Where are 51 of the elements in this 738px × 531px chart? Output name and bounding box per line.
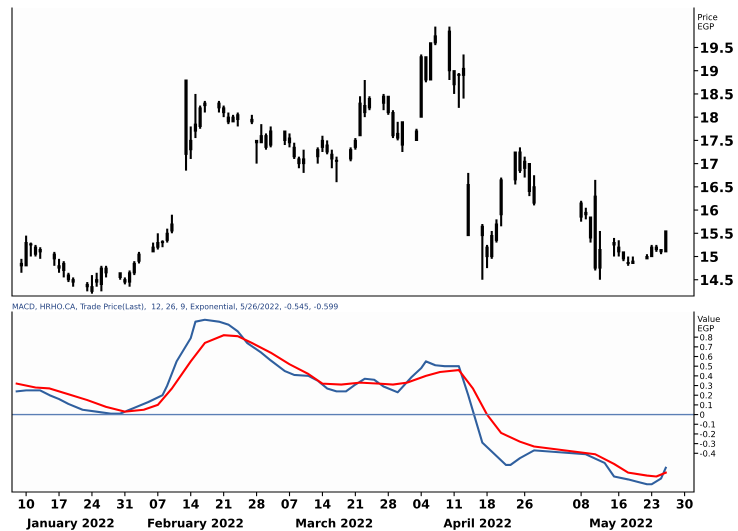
y-axis-title: Value EGP bbox=[697, 316, 720, 332]
x-tick-label: 17 bbox=[52, 499, 67, 508]
x-tick-label: 07 bbox=[281, 499, 298, 509]
x-tick-label: 08 bbox=[573, 499, 590, 509]
x-tick-label: 14 bbox=[315, 499, 331, 508]
y-tick-label: 17.5 bbox=[701, 136, 733, 146]
x-tick-label: 07 bbox=[150, 499, 166, 509]
y-tick-label: 14.5 bbox=[701, 274, 733, 286]
y-tick-label: 0.6 bbox=[700, 353, 712, 360]
y-tick-label: 18.5 bbox=[701, 88, 733, 100]
y-tick-label: 18 bbox=[701, 112, 718, 123]
y-tick-label: -0.2 bbox=[700, 430, 715, 438]
y-tick-label: -0.4 bbox=[700, 450, 716, 457]
y-tick-label: 0.2 bbox=[700, 392, 712, 399]
y-tick-label: 19 bbox=[701, 66, 718, 76]
y-tick-label: 16 bbox=[701, 205, 718, 216]
y-tick-label: 0.7 bbox=[700, 344, 712, 350]
x-tick-label: 28 bbox=[380, 499, 396, 509]
y-tick-label: 0.4 bbox=[700, 372, 712, 380]
y-tick-label: 15 bbox=[701, 252, 718, 262]
y-tick-label: 19.5 bbox=[701, 42, 733, 53]
x-tick-label: 24 bbox=[84, 499, 100, 508]
x-tick-label: 21 bbox=[216, 499, 232, 508]
y-tick-label: 16.5 bbox=[701, 182, 733, 192]
text: February 2022 bbox=[148, 518, 243, 530]
y-axis-title: Price EGP bbox=[698, 14, 718, 30]
x-tick-label: 21 bbox=[348, 499, 364, 508]
x-tick-label: 28 bbox=[248, 499, 264, 509]
y-tick-label: 15.5 bbox=[701, 228, 733, 239]
y-tick-label: -0.3 bbox=[700, 440, 716, 447]
x-tick-label: 31 bbox=[117, 499, 133, 509]
text: January 2022 bbox=[26, 518, 114, 530]
x-tick-label: 30 bbox=[676, 499, 693, 509]
x-tick-label: 04 bbox=[413, 499, 430, 509]
x-tick-label: 16 bbox=[611, 499, 627, 509]
text: April 2022 bbox=[443, 518, 511, 530]
y-tick-label: 0.3 bbox=[700, 382, 712, 389]
y-tick-label: 0 bbox=[700, 412, 704, 418]
y-tick-label: 0.8 bbox=[700, 334, 712, 340]
x-tick-label: 18 bbox=[480, 499, 495, 509]
x-tick-label: 11 bbox=[446, 499, 462, 508]
y-tick-label: -0.1 bbox=[700, 421, 716, 428]
x-tick-label: 23 bbox=[644, 499, 660, 509]
y-tick-label: 0.5 bbox=[700, 363, 712, 370]
x-tick-label: 10 bbox=[18, 499, 34, 509]
y-tick-label: 0.1 bbox=[700, 402, 712, 408]
x-tick-label: 14 bbox=[183, 499, 199, 508]
text: May 2022 bbox=[590, 518, 652, 530]
x-tick-label: 26 bbox=[516, 499, 533, 509]
text: March 2022 bbox=[296, 518, 372, 528]
y-tick-label: 17 bbox=[701, 158, 718, 169]
